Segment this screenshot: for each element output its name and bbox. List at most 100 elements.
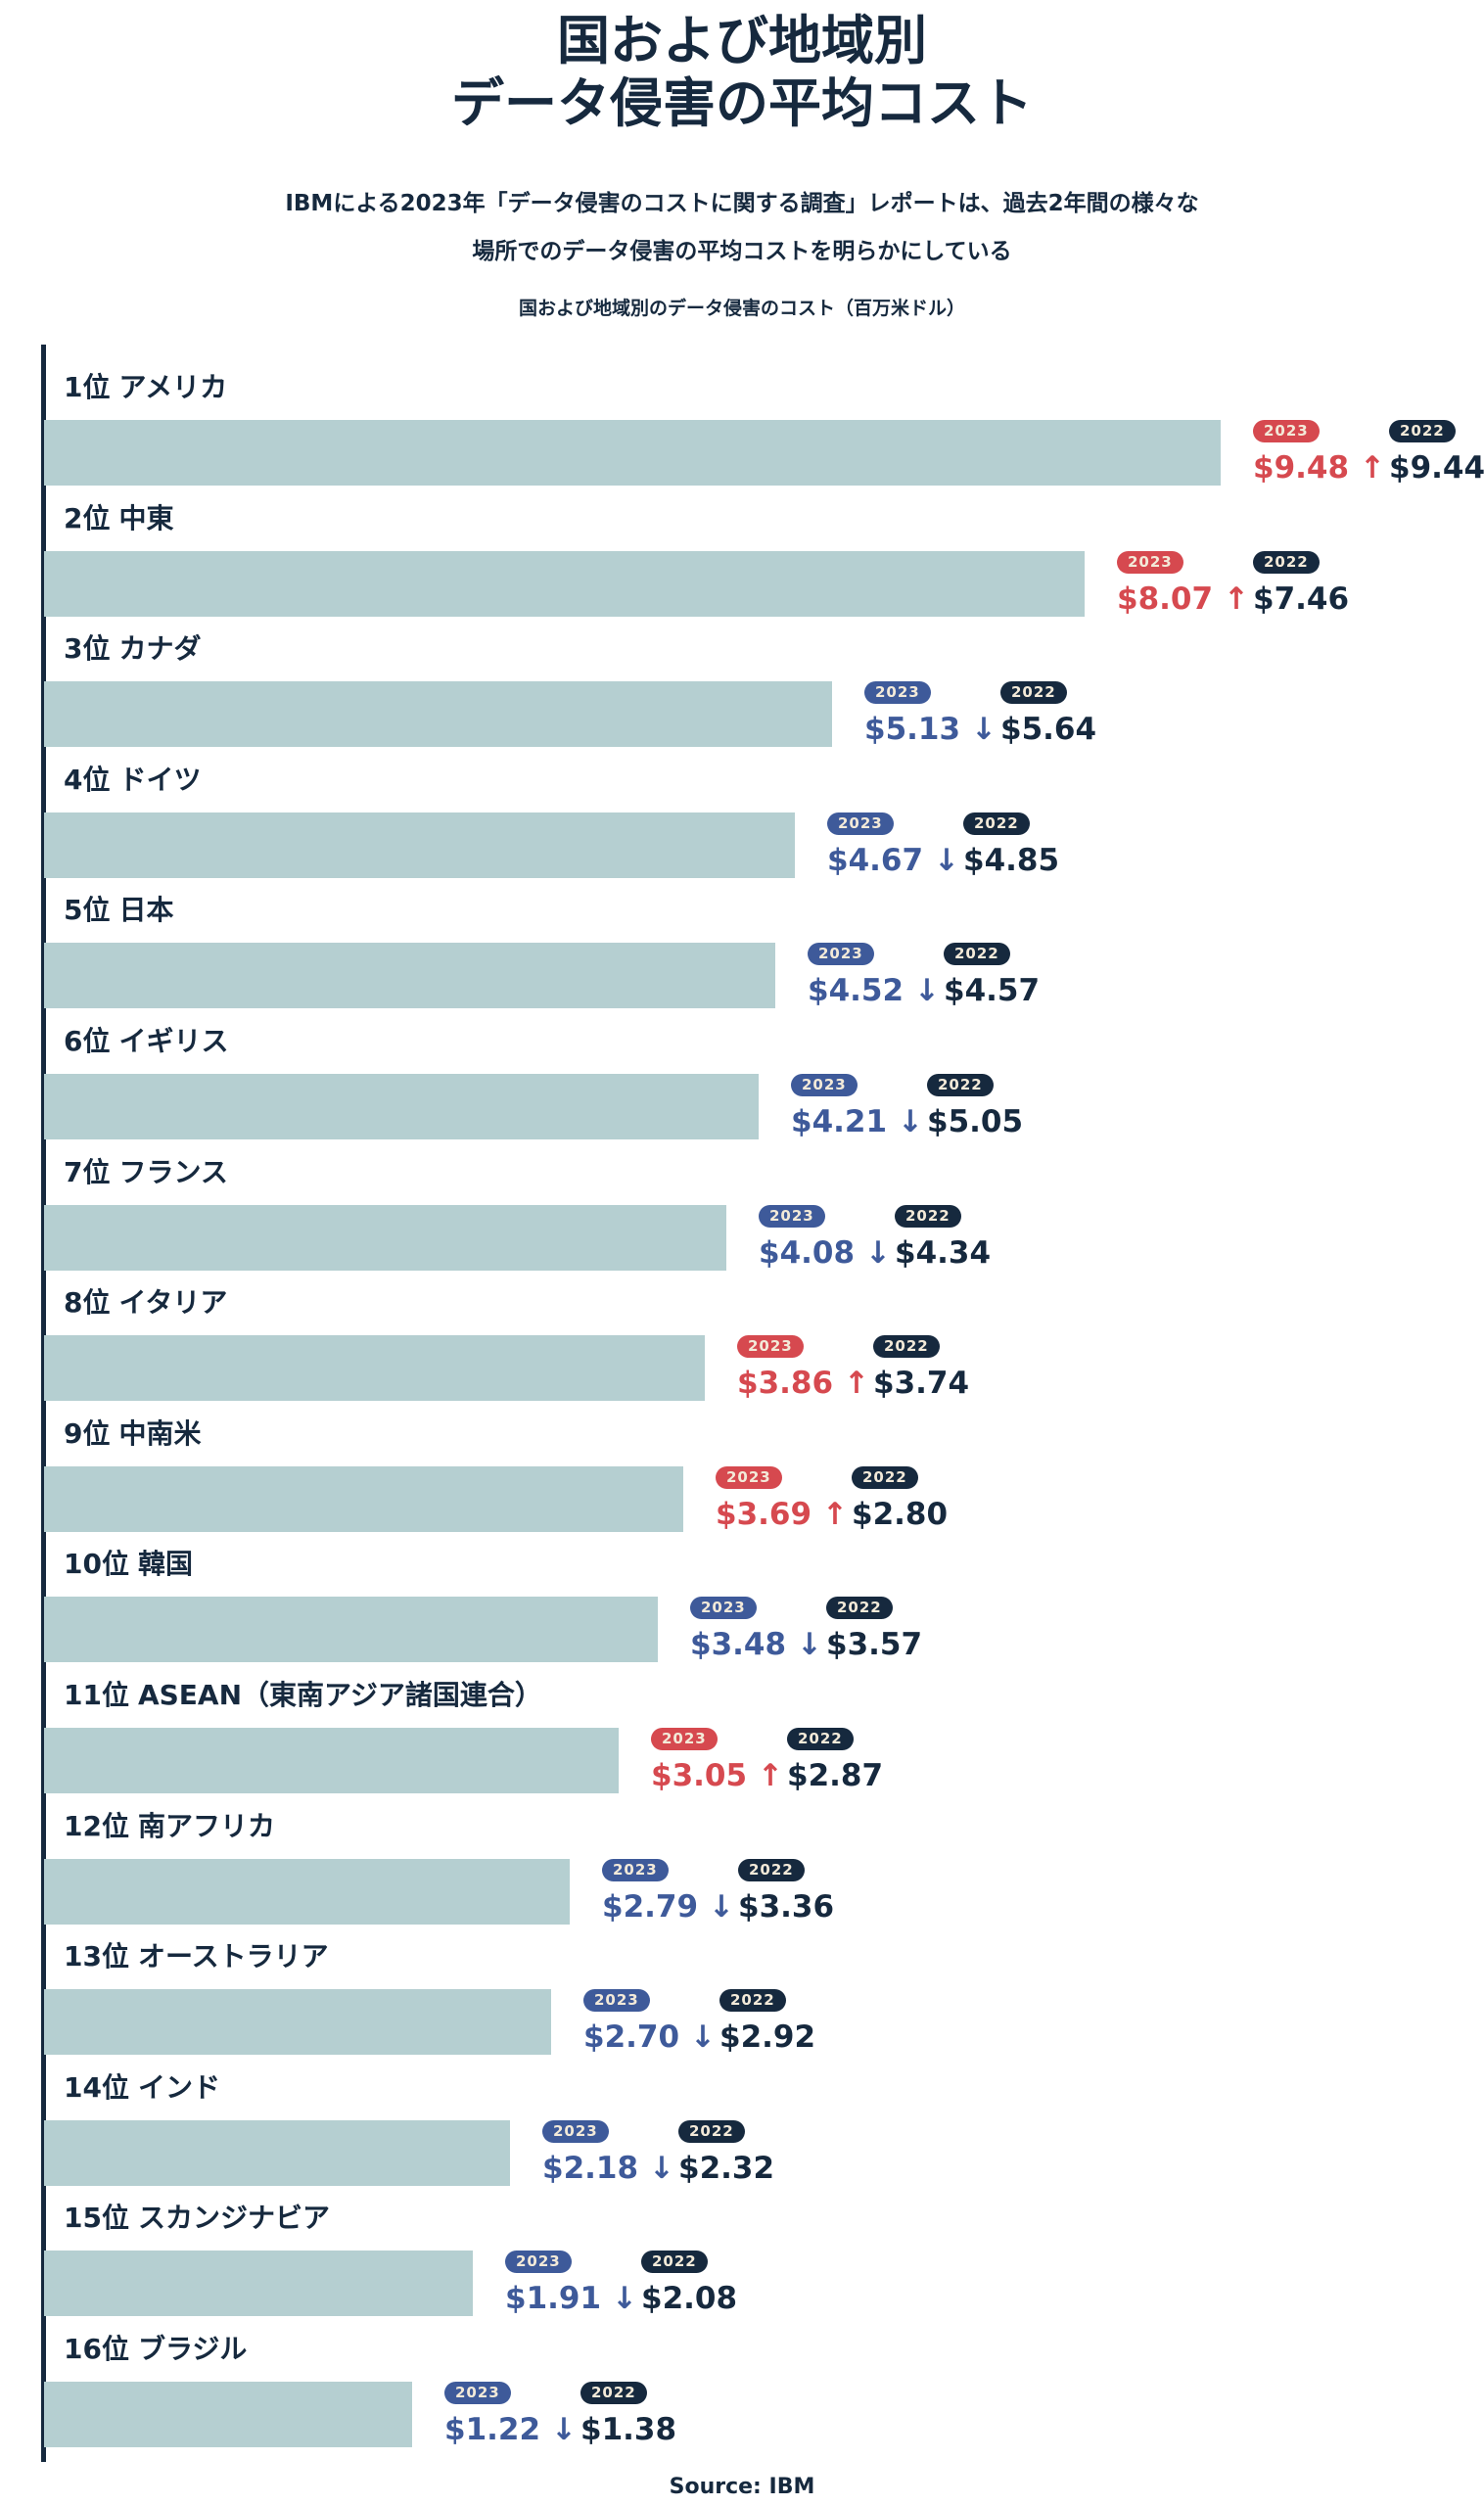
chart-row: 11位 ASEAN（東南アジア諸国連合） 2023 $3.05 ↑ 2022 $2… xyxy=(0,1652,1484,1793)
row-label: 3位 カナダ xyxy=(64,627,202,667)
badge-2023: 2023 xyxy=(690,1597,757,1619)
rank-label: 14位 xyxy=(64,2071,129,2104)
bar-2023 xyxy=(44,1205,726,1271)
country-label: 南アフリカ xyxy=(137,1810,275,1842)
badge-2022: 2022 xyxy=(1253,551,1320,574)
bar-2023 xyxy=(44,551,1085,617)
value-2022: $4.34 xyxy=(895,1235,992,1271)
badge-2023: 2023 xyxy=(791,1074,858,1096)
value-2023: $4.08 ↓ xyxy=(759,1235,891,1271)
badge-2023: 2023 xyxy=(864,681,931,704)
source-note: Source: IBM xyxy=(669,2475,815,2499)
chart-row: 5位 日本 2023 $4.52 ↓ 2022 $4.57 xyxy=(0,867,1484,1008)
badge-2022: 2022 xyxy=(826,1597,893,1619)
page-title-line2: データ侵害の平均コスト xyxy=(451,72,1033,134)
value-2023: $1.22 ↓ xyxy=(444,2412,577,2447)
value-2023: $1.91 ↓ xyxy=(505,2281,637,2316)
rank-label: 6位 xyxy=(64,1025,111,1057)
country-label: 中東 xyxy=(118,502,174,534)
chart-row: 2位 中東 2023 $8.07 ↑ 2022 $7.46 xyxy=(0,476,1484,617)
row-label: 5位 日本 xyxy=(64,889,174,928)
row-label: 1位 アメリカ xyxy=(64,366,227,405)
value-2023: $3.69 ↑ xyxy=(716,1497,848,1532)
badge-2023: 2023 xyxy=(737,1335,804,1358)
value-2022: $2.80 xyxy=(852,1497,949,1532)
bar-2023 xyxy=(44,1466,683,1532)
row-label: 16位 ブラジル xyxy=(64,2328,247,2367)
bar-2023 xyxy=(44,1859,570,1925)
bar-2023 xyxy=(44,1989,551,2055)
country-label: カナダ xyxy=(118,632,202,665)
rank-label: 11位 xyxy=(64,1679,129,1711)
row-label: 14位 インド xyxy=(64,2066,220,2106)
bar-2023 xyxy=(44,1597,658,1662)
page-subtitle-line2: 場所でのデータ侵害の平均コストを明らかにしている xyxy=(472,239,1012,264)
country-label: ブラジル xyxy=(137,2333,248,2365)
row-label: 9位 中南米 xyxy=(64,1413,202,1452)
country-label: イギリス xyxy=(118,1025,229,1057)
page-title-line1: 国および地域別 xyxy=(557,10,927,71)
rank-label: 12位 xyxy=(64,1810,129,1842)
badge-2022: 2022 xyxy=(873,1335,940,1358)
chart-row: 6位 イギリス 2023 $4.21 ↓ 2022 $5.05 xyxy=(0,998,1484,1139)
chart-row: 1位 アメリカ 2023 $9.48 ↑ 2022 $9.44 xyxy=(0,345,1484,486)
bar-2023 xyxy=(44,1728,619,1793)
rank-label: 5位 xyxy=(64,894,111,926)
value-2023: $3.86 ↑ xyxy=(737,1366,869,1401)
y-axis-line xyxy=(41,345,46,2462)
value-2023: $3.05 ↑ xyxy=(651,1758,783,1793)
chart-row: 12位 南アフリカ 2023 $2.79 ↓ 2022 $3.36 xyxy=(0,1784,1484,1925)
country-label: ASEAN（東南アジア諸国連合） xyxy=(137,1679,542,1711)
value-2022: $2.87 xyxy=(787,1758,884,1793)
country-label: スカンジナビア xyxy=(137,2202,330,2234)
value-2022: $3.57 xyxy=(826,1627,923,1662)
bar-2023 xyxy=(44,2382,412,2447)
value-2023: $3.48 ↓ xyxy=(690,1627,822,1662)
page-title: 国および地域別 データ侵害の平均コスト xyxy=(0,10,1484,135)
chart-title: 国および地域別のデータ侵害のコスト（百万米ドル） xyxy=(518,298,965,319)
value-2022: $5.64 xyxy=(1000,712,1097,747)
rank-label: 13位 xyxy=(64,1940,129,1972)
chart-row: 16位 ブラジル 2023 $1.22 ↓ 2022 $1.38 xyxy=(0,2306,1484,2447)
country-label: ドイツ xyxy=(118,764,202,796)
badge-2023: 2023 xyxy=(1117,551,1183,574)
badge-2023: 2023 xyxy=(583,1989,650,2012)
badge-2023: 2023 xyxy=(1253,420,1320,442)
page-subtitle: IBMによる2023年「データ侵害のコストに関する調査」レポートは、過去2年間の… xyxy=(0,180,1484,276)
badge-2022: 2022 xyxy=(1389,420,1456,442)
value-2023: $9.48 ↑ xyxy=(1253,450,1385,486)
country-label: インド xyxy=(137,2071,220,2104)
value-2023: $4.52 ↓ xyxy=(808,973,940,1008)
bar-2023 xyxy=(44,681,832,747)
value-2022: $7.46 xyxy=(1253,581,1350,617)
badge-2022: 2022 xyxy=(678,2120,745,2143)
row-label: 10位 韓国 xyxy=(64,1543,193,1582)
row-label: 8位 イタリア xyxy=(64,1281,227,1321)
bar-chart: 1位 アメリカ 2023 $9.48 ↑ 2022 $9.44 2位 中東 2023… xyxy=(0,345,1484,2465)
rank-label: 15位 xyxy=(64,2202,129,2234)
badge-2022: 2022 xyxy=(580,2382,647,2404)
row-label: 4位 ドイツ xyxy=(64,759,202,798)
chart-row: 15位 スカンジナビア 2023 $1.91 ↓ 2022 $2.08 xyxy=(0,2175,1484,2316)
badge-2023: 2023 xyxy=(827,812,894,835)
badge-2023: 2023 xyxy=(808,943,874,965)
rank-label: 2位 xyxy=(64,502,111,534)
value-2023: $5.13 ↓ xyxy=(864,712,997,747)
badge-2022: 2022 xyxy=(852,1466,918,1489)
chart-row: 9位 中南米 2023 $3.69 ↑ 2022 $2.80 xyxy=(0,1391,1484,1532)
country-label: フランス xyxy=(118,1156,228,1188)
value-2022: $4.57 xyxy=(944,973,1041,1008)
row-label: 12位 南アフリカ xyxy=(64,1805,275,1844)
badge-2023: 2023 xyxy=(444,2382,511,2404)
country-label: 日本 xyxy=(118,894,174,926)
country-label: オーストラリア xyxy=(137,1940,329,1972)
value-2022: $2.92 xyxy=(719,2019,816,2055)
chart-row: 13位 オーストラリア 2023 $2.70 ↓ 2022 $2.92 xyxy=(0,1914,1484,2055)
value-2022: $1.38 xyxy=(580,2412,677,2447)
value-2023: $2.79 ↓ xyxy=(602,1889,734,1925)
rank-label: 9位 xyxy=(64,1417,111,1450)
badge-2022: 2022 xyxy=(963,812,1030,835)
row-label: 15位 スカンジナビア xyxy=(64,2197,330,2236)
rank-label: 4位 xyxy=(64,764,111,796)
